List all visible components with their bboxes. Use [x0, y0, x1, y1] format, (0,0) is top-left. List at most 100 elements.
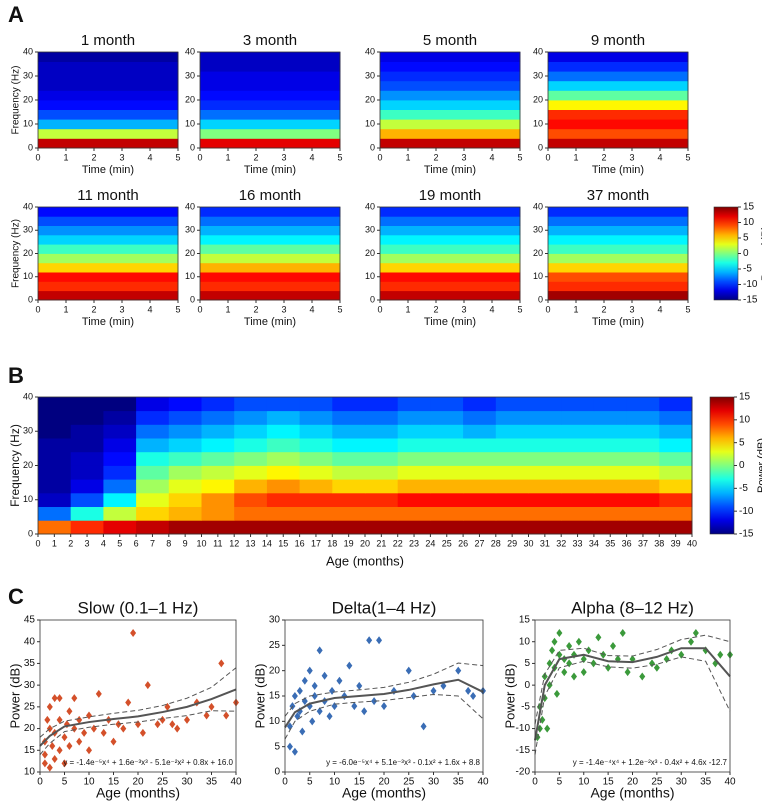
x-tick-label: 0: [545, 304, 550, 314]
heat-cell: [659, 506, 693, 521]
heat-cell: [200, 262, 341, 273]
heat-cell: [528, 451, 562, 466]
heat-cell: [200, 100, 341, 110]
heat-cell: [548, 128, 689, 139]
data-point: [549, 646, 556, 655]
heat-cell: [626, 397, 660, 412]
heat-cell: [201, 479, 235, 494]
heat-cell: [380, 80, 521, 91]
heat-cell: [38, 138, 179, 149]
heat-cell: [103, 465, 137, 480]
y-tick-label: 20: [269, 665, 281, 676]
heat-cell: [332, 479, 366, 494]
heat-cell: [659, 520, 693, 535]
x-tick-label: 15: [603, 777, 615, 788]
heat-cell: [234, 479, 268, 494]
data-point: [566, 642, 573, 651]
x-tick-label: 10: [83, 777, 95, 788]
x-tick-label: 28: [491, 538, 501, 548]
x-axis-label: Time (min): [82, 316, 134, 328]
heat-cell: [593, 520, 627, 535]
y-tick-label: 25: [269, 640, 281, 651]
x-tick-label: 0: [35, 152, 40, 162]
data-point: [56, 694, 63, 703]
heat-cell: [548, 52, 689, 62]
confidence-line: [534, 656, 731, 755]
data-point: [311, 692, 318, 700]
y-tick-label: 40: [185, 201, 195, 211]
equation: y = -1.4e⁻⁵x⁴ + 1.6e⁻³x³ - 5.1e⁻²x² + 0.…: [63, 758, 233, 767]
heat-cell: [201, 438, 235, 453]
heat-cell: [593, 465, 627, 480]
heat-cell: [70, 479, 104, 494]
data-point: [41, 759, 48, 768]
heat-cell: [380, 225, 521, 236]
heat-cell: [593, 479, 627, 494]
heat-cell: [430, 520, 464, 535]
x-tick-label: 20: [627, 777, 639, 788]
heat-cell: [266, 479, 300, 494]
heat-cell: [659, 438, 693, 453]
heat-cell: [380, 128, 521, 139]
data-point: [610, 642, 616, 651]
x-tick-label: 4: [147, 304, 152, 314]
x-tick-label: 10: [329, 777, 341, 788]
data-point: [49, 741, 56, 750]
y-tick-label: 25: [24, 701, 36, 712]
heat-cell: [200, 61, 341, 72]
heat-cell: [38, 438, 72, 453]
data-point: [571, 672, 577, 681]
heat-cell: [430, 451, 464, 466]
x-tick-label: 30: [428, 777, 440, 788]
heat-cell: [70, 451, 104, 466]
x-tick-label: 3: [281, 304, 286, 314]
heat-cell: [548, 109, 689, 120]
confidence-line: [39, 667, 237, 738]
heat-cell: [626, 438, 660, 453]
heat-cell: [626, 479, 660, 494]
y-axis-label: Frequency (Hz): [11, 219, 22, 288]
heat-cell: [200, 234, 341, 245]
chart-title: 5 month: [423, 32, 477, 49]
data-point: [223, 711, 230, 720]
heat-cell: [136, 424, 170, 439]
y-tick-label: 40: [185, 46, 195, 56]
colorbar: [713, 206, 739, 301]
x-tick-label: 21: [376, 538, 386, 548]
x-tick-label: 25: [403, 777, 415, 788]
confidence-line: [284, 662, 484, 717]
heat-cell: [430, 506, 464, 521]
y-tick-label: 30: [365, 225, 375, 235]
x-tick-label: 3: [281, 152, 286, 162]
heat-cell: [266, 492, 300, 507]
y-tick-label: 30: [24, 680, 36, 691]
heat-cell: [495, 520, 529, 535]
data-point: [346, 661, 353, 670]
heat-cell: [495, 479, 529, 494]
heat-cell: [495, 410, 529, 425]
y-tick-label: 30: [23, 70, 33, 80]
heat-cell: [561, 492, 595, 507]
x-tick-label: 4: [309, 304, 314, 314]
heat-cell: [397, 479, 431, 494]
y-tick-label: 15: [269, 691, 281, 702]
x-axis-label: Age (months): [96, 785, 180, 801]
heat-cell: [463, 397, 497, 412]
x-tick-label: 10: [578, 777, 590, 788]
x-tick-label: 30: [181, 777, 193, 788]
x-tick-label: 1: [573, 152, 578, 162]
heat-cell: [548, 281, 689, 292]
data-point: [135, 720, 141, 729]
x-tick-label: 2: [91, 152, 96, 162]
heat-cell: [430, 438, 464, 453]
heat-cell: [299, 438, 333, 453]
x-tick-label: 11: [213, 538, 222, 548]
x-tick-label: 24: [425, 538, 435, 548]
y-tick-label: 30: [533, 70, 543, 80]
y-tick-label: 0: [190, 142, 195, 152]
heat-cell: [528, 520, 562, 535]
x-tick-label: 0: [197, 304, 202, 314]
y-tick-label: 20: [24, 723, 36, 734]
x-tick-label: 35: [700, 777, 712, 788]
heat-cell: [200, 225, 341, 236]
